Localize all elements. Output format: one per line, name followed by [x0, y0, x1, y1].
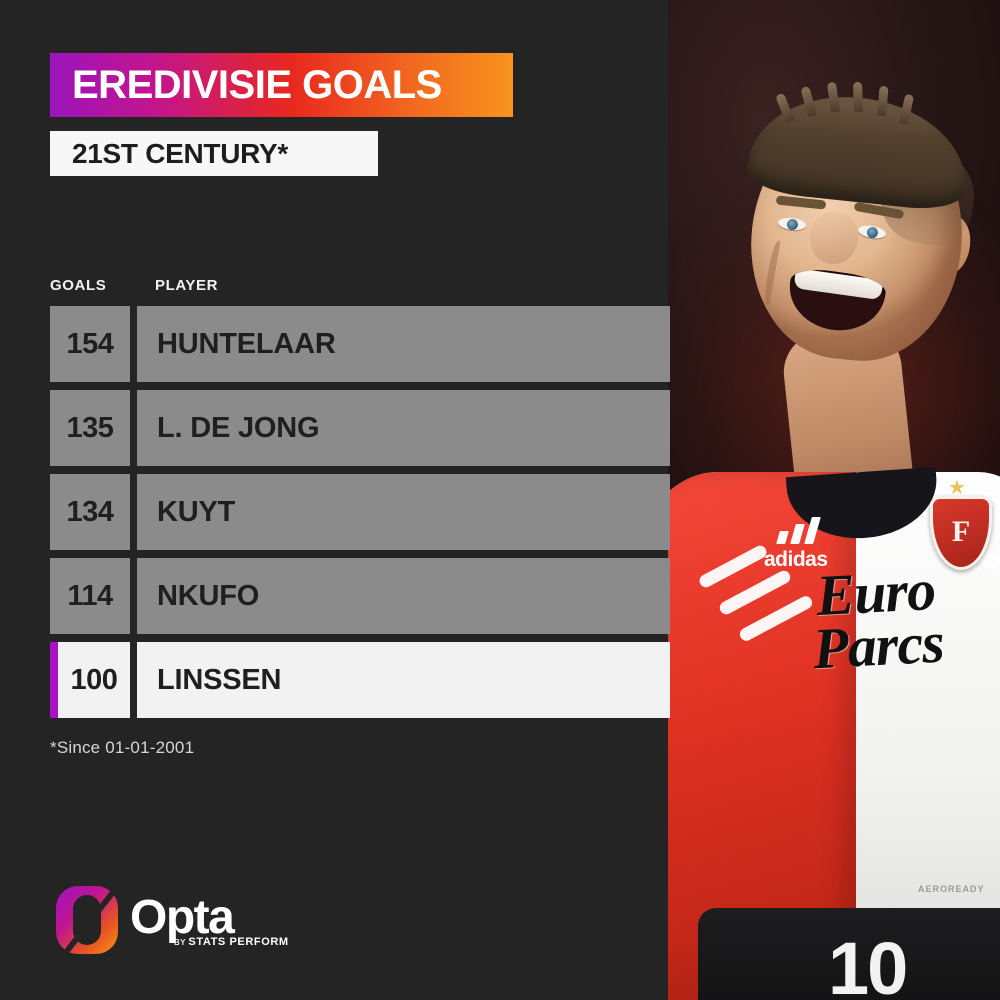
- opta-tagline-by: BY: [174, 938, 189, 947]
- column-headers: GOALS PLAYER: [50, 277, 670, 297]
- highlight-accent-bar: [50, 642, 58, 718]
- cell-player: KUYT: [137, 474, 670, 550]
- crest-star-icon: ★: [948, 477, 966, 499]
- cell-player: NKUFO: [137, 558, 670, 634]
- adidas-wordmark: adidas: [764, 548, 828, 571]
- opta-tagline: BY STATS PERFORM: [174, 936, 289, 948]
- photo-iris: [866, 226, 879, 239]
- cell-player: L. DE JONG: [137, 390, 670, 466]
- player-name: HUNTELAAR: [157, 327, 336, 360]
- opta-logo: Opta BY STATS PERFORM: [56, 884, 316, 956]
- goals-value: 134: [66, 495, 114, 528]
- shorts-number: 10: [828, 927, 908, 1000]
- table-row-highlighted: 100 LINSSEN: [50, 642, 670, 718]
- page-subtitle: 21ST CENTURY*: [72, 137, 288, 169]
- adidas-bar: [790, 524, 805, 544]
- footnote: *Since 01-01-2001: [50, 738, 195, 757]
- title-banner: EREDIVISIE GOALS: [50, 53, 513, 117]
- cell-player: LINSSEN: [137, 642, 670, 718]
- opta-wordmark: Opta: [130, 891, 235, 944]
- player-name: LINSSEN: [157, 663, 282, 696]
- adidas-bar: [776, 531, 789, 544]
- cell-goals: 114: [50, 558, 130, 634]
- table-row: 134 KUYT: [50, 474, 670, 550]
- column-header-player: PLAYER: [155, 277, 219, 294]
- kit-sponsor: Euro Parcs: [739, 557, 1000, 682]
- goals-value: 114: [67, 579, 113, 612]
- opta-mark-icon: [56, 886, 118, 954]
- goals-value: 154: [66, 327, 114, 360]
- photo-shorts: [698, 908, 1000, 1000]
- adidas-bar: [804, 517, 821, 544]
- cell-player: HUNTELAAR: [137, 306, 670, 382]
- cell-goals: 135: [50, 390, 130, 466]
- hair-spike-icon: [852, 81, 863, 113]
- goals-value: 135: [66, 411, 114, 444]
- leaderboard-table: 154 HUNTELAAR 135 L. DE JONG 134 KUYT: [50, 306, 670, 726]
- opta-tagline-text: STATS PERFORM: [188, 936, 289, 948]
- player-name: NKUFO: [157, 579, 260, 612]
- player-name: KUYT: [157, 495, 236, 528]
- subtitle-badge: 21ST CENTURY*: [50, 131, 378, 176]
- kit-tech-label: AEROREADY: [918, 884, 985, 894]
- table-row: 135 L. DE JONG: [50, 390, 670, 466]
- cell-goals: 100: [50, 642, 130, 718]
- goals-value: 100: [70, 663, 118, 696]
- photo-iris: [786, 218, 799, 231]
- cell-goals: 154: [50, 306, 130, 382]
- page-title: EREDIVISIE GOALS: [72, 62, 442, 107]
- column-header-goals: GOALS: [50, 277, 107, 294]
- adidas-logo-icon: [776, 516, 830, 544]
- cell-goals: 134: [50, 474, 130, 550]
- crest-letter: F: [951, 515, 971, 548]
- player-photo: ★ F adidas Euro Parcs AEROREADY 10: [668, 0, 1000, 1000]
- player-name: L. DE JONG: [157, 411, 320, 444]
- table-row: 154 HUNTELAAR: [50, 306, 670, 382]
- table-row: 114 NKUFO: [50, 558, 670, 634]
